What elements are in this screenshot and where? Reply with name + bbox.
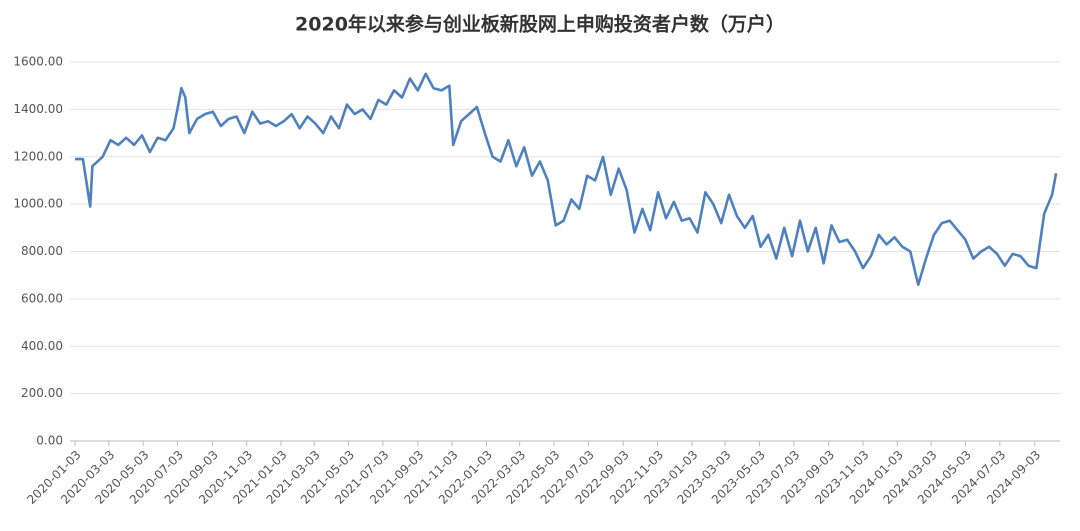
y-tick-label: 600.00 — [21, 291, 63, 305]
y-tick-label: 400.00 — [21, 339, 63, 353]
data-line — [75, 72, 1058, 286]
y-tick-label: 1200.00 — [13, 149, 63, 163]
y-tick-label: 1400.00 — [13, 102, 63, 116]
y-tick-label: 200.00 — [21, 386, 63, 400]
chart-title: 2020年以来参与创业板新股网上申购投资者户数（万户） — [295, 13, 785, 36]
y-tick-label: 1600.00 — [13, 55, 63, 69]
y-tick-label: 1000.00 — [13, 197, 63, 211]
y-tick-label: 800.00 — [21, 244, 63, 258]
y-tick-label: 0.00 — [36, 434, 63, 448]
